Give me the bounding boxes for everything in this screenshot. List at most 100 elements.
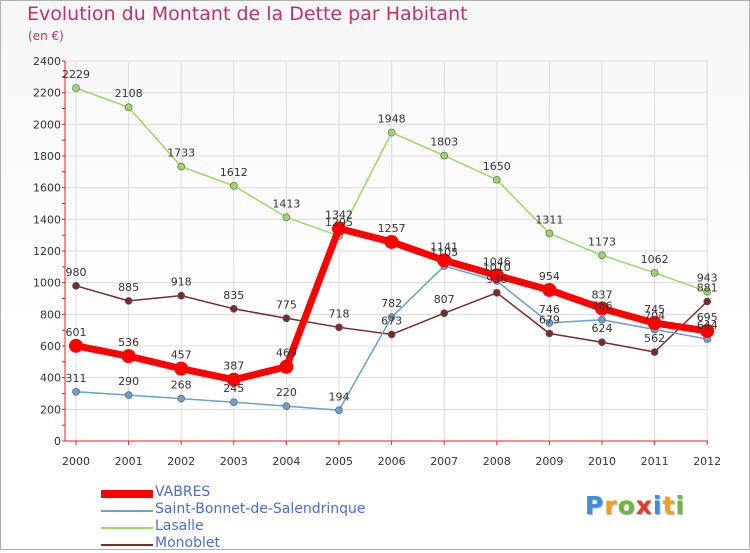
chart-subtitle: (en €) — [28, 29, 64, 43]
data-label-saint-bonnet-de-salendrinque: 782 — [381, 297, 402, 310]
data-label-lasalle: 1650 — [483, 160, 511, 173]
data-label-lasalle: 1311 — [535, 213, 563, 226]
data-label-vabres: 1141 — [430, 240, 458, 253]
legend-swatch-lasalle — [101, 526, 153, 529]
data-point-monoblet — [492, 288, 501, 297]
data-label-vabres: 1046 — [483, 255, 511, 268]
data-label-vabres: 387 — [223, 360, 244, 373]
data-label-lasalle: 2108 — [115, 87, 143, 100]
data-point-vabres — [542, 282, 557, 297]
data-label-saint-bonnet-de-salendrinque: 746 — [539, 303, 560, 316]
data-label-saint-bonnet-de-salendrinque: 704 — [644, 310, 665, 323]
data-point-vabres — [647, 316, 662, 331]
y-tick-label: 1800 — [33, 150, 61, 163]
data-point-vabres — [437, 253, 452, 268]
data-point-vabres — [332, 221, 346, 236]
data-label-vabres: 954 — [539, 270, 560, 283]
y-tick-label: 600 — [40, 340, 61, 353]
data-point-monoblet — [177, 291, 185, 300]
legend-swatch-saint-bonnet — [101, 509, 153, 512]
y-tick-label: 800 — [40, 308, 61, 321]
data-label-lasalle: 1413 — [272, 197, 300, 210]
data-label-vabres: 1257 — [378, 222, 406, 235]
y-tick-label: 1600 — [33, 182, 61, 195]
data-point-monoblet — [387, 330, 396, 339]
x-tick-label: 2008 — [483, 455, 511, 468]
data-point-lasalle — [124, 103, 133, 112]
data-label-vabres: 601 — [66, 326, 87, 339]
logo-letter: t — [662, 491, 676, 520]
legend-swatch-monoblet — [101, 543, 153, 546]
y-tick-label: 1000 — [33, 277, 61, 290]
data-point-saint-bonnet-de-salendrinque — [387, 313, 396, 321]
data-label-lasalle: 1062 — [641, 253, 669, 266]
y-tick-label: 2400 — [33, 55, 61, 68]
data-point-vabres — [174, 361, 189, 376]
data-label-saint-bonnet-de-salendrinque: 1105 — [430, 246, 458, 259]
data-point-lasalle — [387, 128, 396, 137]
data-point-saint-bonnet-de-salendrinque — [545, 319, 554, 327]
data-label-monoblet: 885 — [118, 281, 139, 294]
data-label-monoblet: 624 — [592, 322, 613, 335]
y-tick-label: 400 — [40, 372, 61, 385]
data-label-monoblet: 936 — [486, 273, 507, 286]
data-label-vabres: 745 — [644, 303, 665, 316]
data-label-monoblet: 718 — [329, 307, 350, 320]
data-point-vabres — [489, 268, 504, 283]
data-point-saint-bonnet-de-salendrinque — [177, 394, 185, 403]
data-point-vabres — [279, 359, 294, 374]
legend-label-vabres: VABRES — [155, 484, 211, 500]
data-label-vabres: 837 — [592, 288, 613, 301]
data-point-monoblet — [72, 282, 80, 290]
data-point-lasalle — [440, 151, 449, 160]
data-label-saint-bonnet-de-salendrinque: 220 — [276, 386, 297, 399]
logo-letter: i — [675, 491, 685, 520]
data-point-vabres — [595, 301, 609, 316]
y-tick-label: 1400 — [33, 213, 61, 226]
data-point-saint-bonnet-de-salendrinque — [598, 315, 606, 324]
y-tick-label: 1200 — [33, 245, 61, 258]
data-point-vabres — [69, 338, 83, 353]
data-label-lasalle: 1733 — [167, 147, 195, 160]
data-point-lasalle — [598, 251, 606, 260]
data-label-monoblet: 807 — [434, 293, 455, 306]
y-tick-label: 200 — [40, 403, 61, 416]
data-label-monoblet: 835 — [223, 289, 244, 302]
data-label-saint-bonnet-de-salendrinque: 290 — [118, 375, 139, 388]
y-tick-label: 2200 — [33, 87, 61, 100]
x-tick-label: 2012 — [693, 455, 721, 468]
data-label-vabres: 695 — [697, 311, 718, 324]
data-point-monoblet — [230, 304, 238, 313]
legend-label-saint-bonnet: Saint-Bonnet-de-Salendrinque — [155, 501, 366, 517]
data-label-saint-bonnet-de-salendrinque: 1010 — [483, 261, 511, 274]
data-label-lasalle: 1295 — [325, 216, 353, 229]
data-label-saint-bonnet-de-salendrinque: 311 — [66, 372, 87, 385]
data-point-monoblet — [282, 314, 291, 323]
data-point-lasalle — [282, 213, 291, 222]
legend-swatch-vabres — [101, 489, 153, 498]
data-point-monoblet — [440, 309, 449, 318]
data-label-monoblet: 980 — [66, 266, 87, 279]
data-point-monoblet — [335, 323, 343, 332]
data-label-monoblet: 775 — [276, 298, 297, 311]
data-label-lasalle: 2229 — [62, 68, 90, 81]
data-point-saint-bonnet-de-salendrinque — [230, 398, 238, 407]
proxiti-logo: Proxiti — [585, 491, 685, 520]
data-point-monoblet — [124, 297, 133, 305]
data-label-lasalle: 1612 — [220, 166, 248, 179]
data-label-saint-bonnet-de-salendrinque: 268 — [171, 379, 192, 392]
data-label-lasalle: 1173 — [588, 235, 616, 248]
data-point-monoblet — [650, 348, 659, 356]
logo-letter: r — [604, 491, 618, 520]
data-point-lasalle — [703, 287, 712, 296]
data-label-saint-bonnet-de-salendrinque: 245 — [223, 382, 244, 395]
x-tick-label: 2005 — [325, 455, 353, 468]
data-point-vabres — [226, 372, 241, 387]
data-point-lasalle — [545, 229, 554, 238]
logo-letter: P — [584, 491, 605, 520]
data-label-lasalle: 943 — [697, 272, 718, 285]
data-point-saint-bonnet-de-salendrinque — [72, 387, 80, 396]
data-label-monoblet: 679 — [539, 313, 560, 326]
